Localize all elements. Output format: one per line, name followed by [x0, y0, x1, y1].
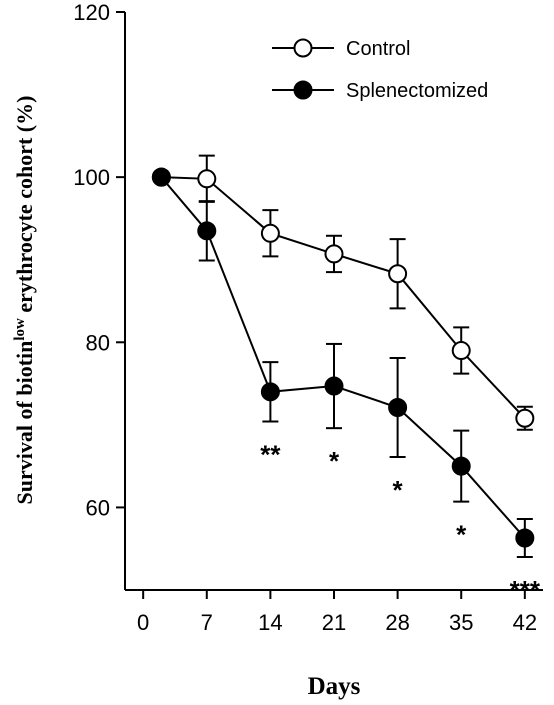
control-data-point	[324, 244, 344, 264]
y-axis-title: Survival of biotinlow erythrocyte cohort…	[12, 96, 37, 505]
legend: Control Splenectomized	[272, 38, 488, 102]
significance-annotations: ** ******	[260, 440, 541, 605]
control-data-point	[260, 223, 280, 243]
plot-area	[151, 154, 535, 558]
control-data-point	[197, 169, 217, 189]
x-tick-label: 42	[513, 610, 537, 635]
splenectomized-data-point	[388, 398, 408, 418]
y-ticks: 60 80 100 120	[73, 0, 125, 520]
y-axis-title-main: Survival of biotin	[12, 341, 37, 505]
splenectomized-data-point	[515, 528, 535, 548]
splenectomized-data-point	[197, 221, 217, 241]
x-tick-label: 35	[449, 610, 473, 635]
x-tick-label: 28	[385, 610, 409, 635]
legend-label: Control	[346, 38, 410, 60]
x-tick-label: 14	[258, 610, 282, 635]
y-tick-label: 60	[86, 495, 110, 520]
significance-marker: ***	[510, 575, 541, 605]
legend-marker	[293, 38, 313, 58]
x-ticks: 0 7 14 21 28 35 42	[137, 590, 537, 635]
legend-label: Splenectomized	[346, 80, 488, 102]
x-tick-label: 7	[201, 610, 213, 635]
x-tick-label: 0	[137, 610, 149, 635]
significance-marker: **	[260, 440, 281, 470]
significance-marker: *	[393, 475, 404, 505]
significance-marker: *	[456, 520, 467, 550]
control-series-line	[161, 176, 526, 419]
y-tick-label: 120	[73, 0, 110, 25]
splenectomized-data-point	[151, 167, 171, 187]
control-data-point	[388, 264, 408, 284]
significance-marker: *	[329, 446, 340, 476]
splenectomized-data-point	[260, 382, 280, 402]
legend-marker	[293, 80, 313, 100]
legend-entry: Splenectomized	[272, 80, 488, 102]
y-axis-title-superscript: low	[12, 318, 28, 341]
x-tick-label: 21	[322, 610, 346, 635]
x-axis-title: Days	[308, 673, 361, 700]
splenectomized-data-point	[451, 456, 471, 476]
y-tick-label: 80	[86, 330, 110, 355]
splenectomized-data-point	[324, 376, 344, 396]
y-tick-label: 100	[73, 165, 110, 190]
legend-entry: Control	[272, 38, 410, 60]
control-data-point	[515, 408, 535, 428]
y-axis-title-suffix: erythrocyte cohort (%)	[12, 96, 37, 319]
control-data-point	[451, 341, 471, 361]
